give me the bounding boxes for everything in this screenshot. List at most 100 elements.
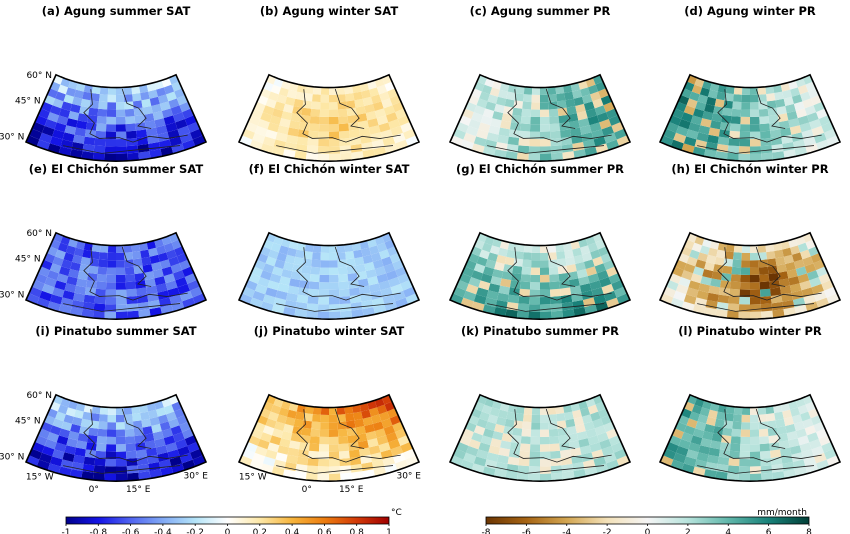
grid-cell	[372, 421, 384, 431]
grid-cell	[305, 152, 318, 161]
grid-cell	[251, 108, 263, 119]
grid-cell	[294, 151, 307, 160]
grid-cell	[758, 266, 769, 275]
grid-cell	[349, 136, 362, 146]
grid-cell	[88, 107, 99, 117]
grid-cell	[329, 304, 341, 312]
grid-cell	[675, 445, 689, 457]
grid-cell	[125, 443, 137, 452]
grid-cell	[503, 105, 514, 115]
grid-cell	[148, 409, 159, 419]
grid-cell	[809, 276, 822, 288]
grid-cell	[587, 242, 599, 253]
grid-cell	[540, 153, 552, 162]
grid-cell	[303, 413, 313, 422]
grid-cell	[515, 85, 525, 95]
grid-cell	[90, 413, 100, 422]
grid-cell	[329, 473, 341, 482]
grid-cell	[166, 249, 177, 260]
grid-cell	[800, 411, 811, 422]
grid-cell	[367, 438, 379, 448]
grid-cell	[514, 93, 524, 102]
grid-cell	[530, 429, 540, 438]
grid-cell	[378, 280, 391, 291]
grid-cell	[116, 153, 128, 162]
grid-cell	[821, 279, 834, 291]
grid-cell	[26, 293, 40, 305]
grid-cell	[824, 286, 837, 298]
grid-cell	[670, 297, 684, 309]
grid-cell	[319, 116, 329, 125]
grid-cell	[329, 296, 340, 305]
grid-cell	[116, 422, 125, 430]
grid-cell	[465, 101, 477, 113]
grid-cell	[395, 459, 409, 471]
grid-cell	[59, 266, 71, 277]
grid-cell	[818, 273, 831, 284]
grid-cell	[505, 471, 518, 480]
colorbar-tick-label: 4	[725, 528, 731, 534]
grid-cell	[728, 458, 740, 467]
grid-cell	[711, 271, 723, 281]
grid-cell	[490, 438, 502, 448]
grid-cell	[519, 450, 530, 459]
grid-cell	[41, 259, 53, 271]
grid-cell	[124, 414, 133, 423]
grid-cell	[353, 249, 363, 259]
grid-cell	[690, 115, 703, 126]
grid-cell	[56, 115, 69, 126]
map-panel: (h) El Chichón winter PR	[658, 162, 842, 321]
grid-cell	[686, 287, 699, 298]
grid-cell	[540, 458, 551, 467]
panel-title: (b) Agung winter SAT	[260, 4, 399, 18]
grid-cell	[531, 252, 540, 261]
grid-cell	[750, 124, 761, 132]
grid-cell	[151, 261, 162, 272]
grid-cell	[127, 310, 140, 319]
grid-cell	[813, 290, 827, 302]
grid-cell	[304, 243, 314, 253]
grid-cell	[368, 445, 381, 455]
grid-cell	[116, 458, 127, 467]
grid-cell	[465, 421, 477, 433]
grid-cell	[780, 127, 792, 137]
grid-cell	[105, 444, 116, 452]
grid-cell	[489, 407, 500, 417]
grid-cell	[459, 435, 472, 446]
grid-cell	[750, 304, 762, 312]
grid-cell	[338, 436, 349, 445]
grid-cell	[722, 265, 733, 275]
grid-cell	[83, 456, 96, 466]
grid-cell	[182, 266, 194, 277]
grid-cell	[245, 121, 258, 133]
grid-cell	[503, 263, 514, 273]
grid-cell	[614, 128, 627, 140]
grid-cell	[95, 281, 107, 290]
grid-cell	[302, 100, 313, 109]
grid-cell	[190, 128, 203, 140]
grid-cell	[803, 456, 817, 467]
grid-cell	[292, 263, 303, 273]
grid-cell	[72, 416, 83, 426]
grid-cell	[683, 456, 697, 467]
grid-cell	[802, 256, 814, 267]
grid-cell	[603, 132, 617, 144]
grid-cell	[790, 407, 801, 417]
grid-cell	[392, 452, 406, 464]
grid-cell	[80, 256, 91, 266]
grid-cell	[254, 125, 268, 137]
grid-cell	[660, 455, 674, 467]
grid-cell	[481, 242, 493, 253]
grid-cell	[351, 471, 364, 480]
grid-cell	[320, 407, 329, 415]
coastline	[296, 247, 401, 301]
panel-title: (h) El Chichón winter PR	[671, 162, 828, 176]
grid-cell	[513, 258, 524, 267]
grid-cell	[465, 445, 479, 457]
grid-cell	[302, 258, 313, 267]
grid-cell	[305, 472, 318, 481]
grid-cell	[36, 459, 50, 471]
grid-cell	[49, 425, 62, 436]
grid-cell	[105, 131, 116, 140]
grid-cell	[579, 283, 592, 293]
